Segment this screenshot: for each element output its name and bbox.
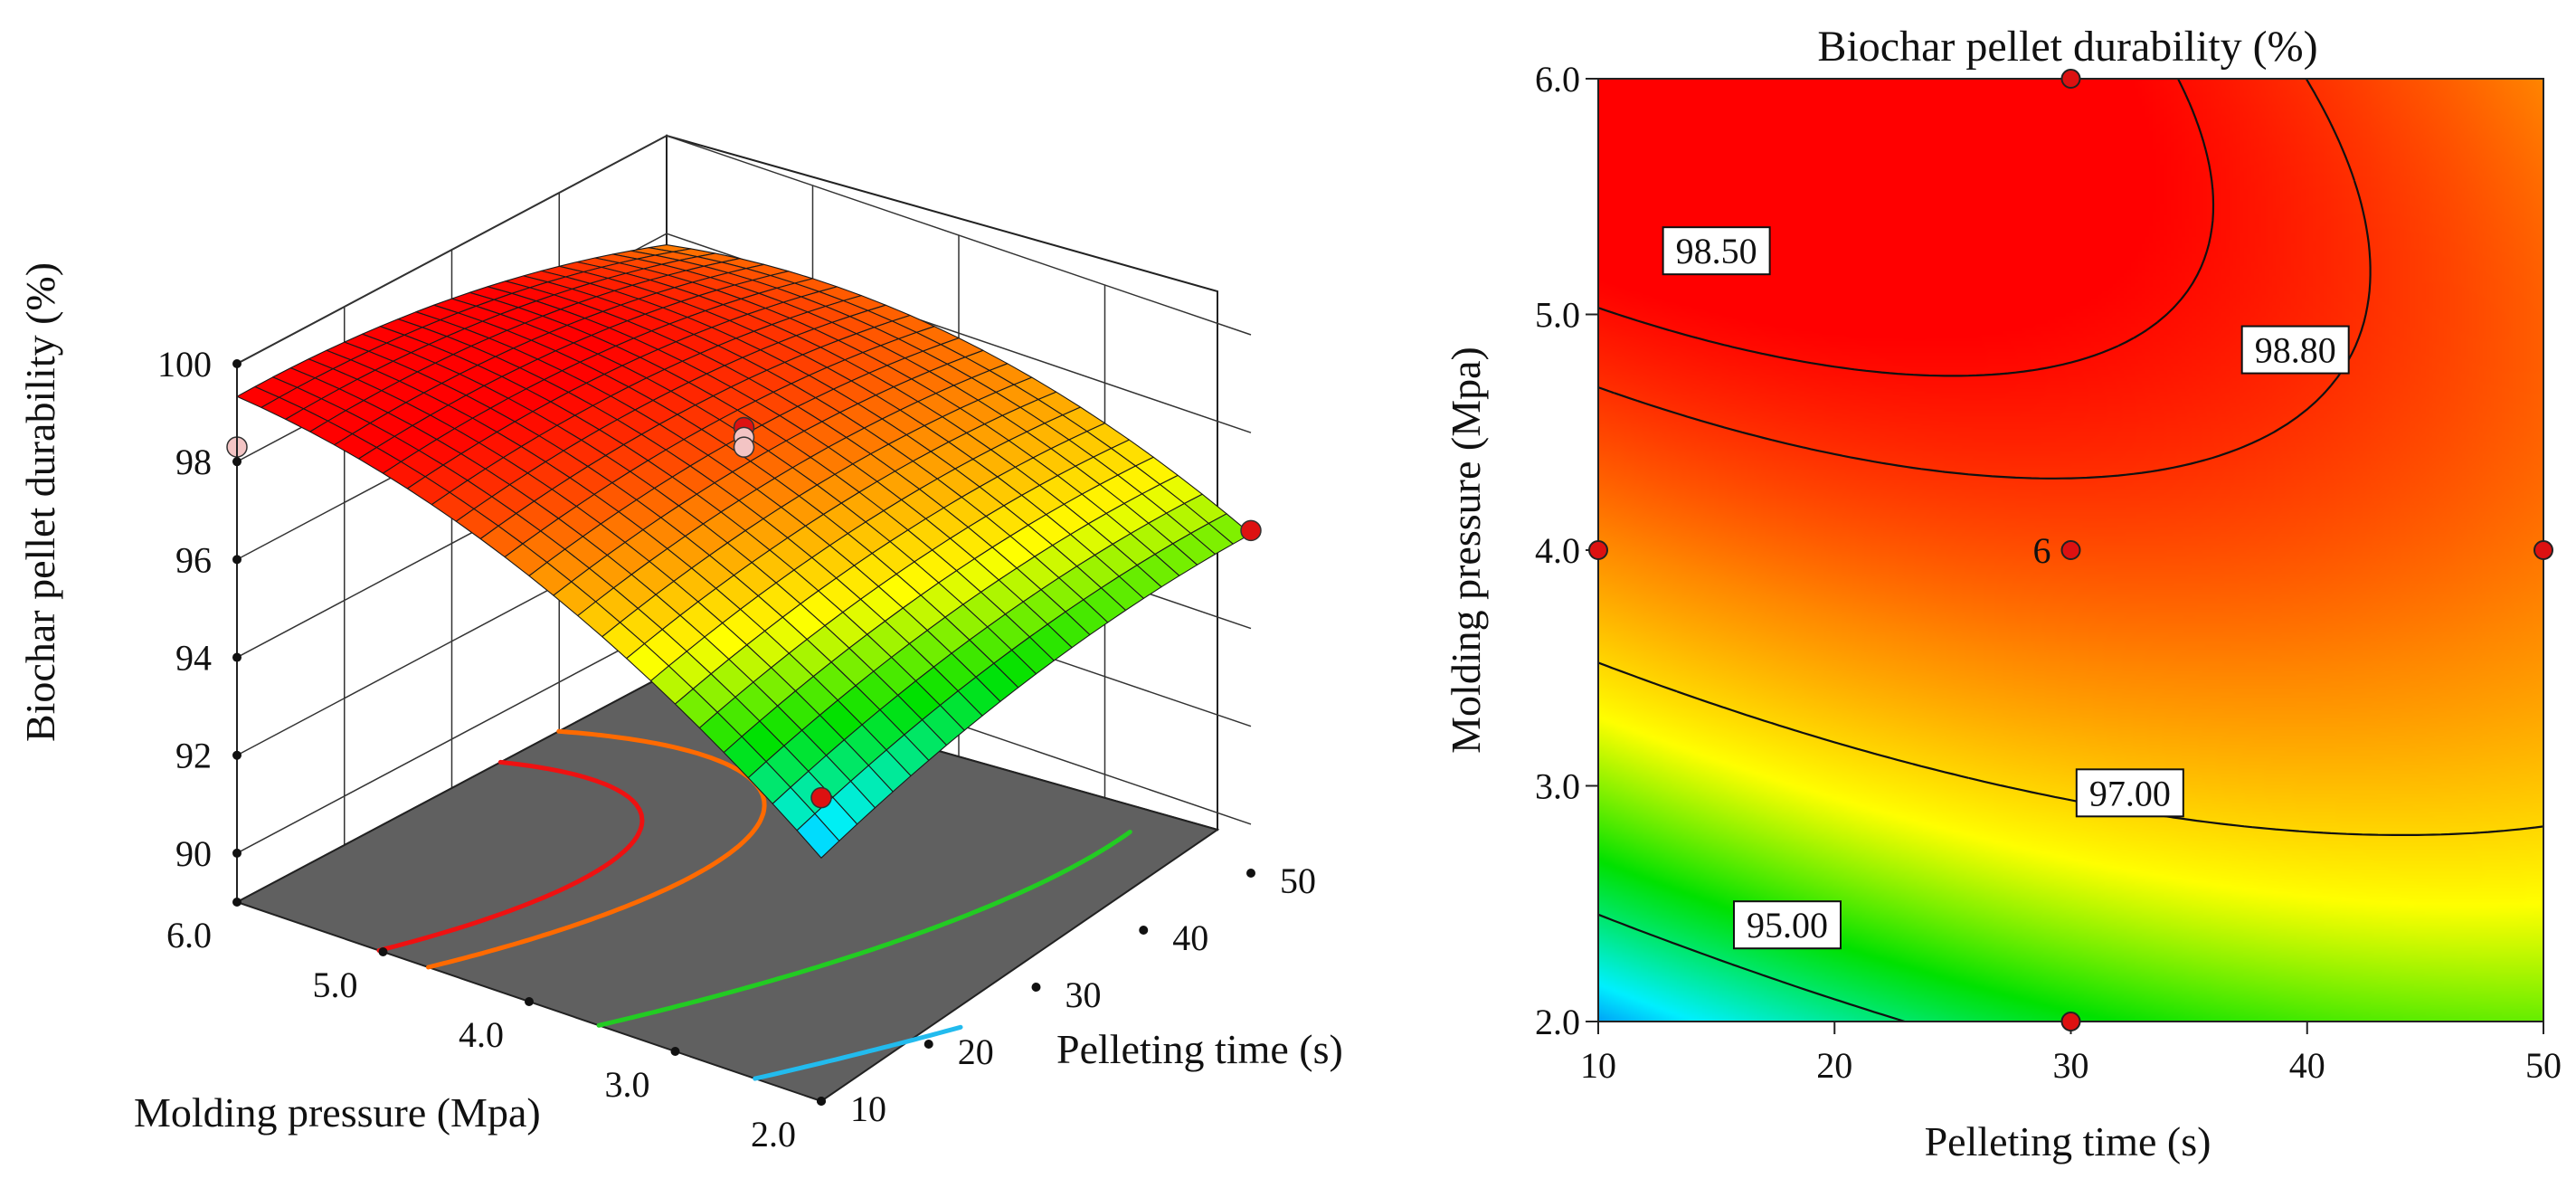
design-point xyxy=(810,786,832,809)
x-tick-label: 20 xyxy=(958,1031,994,1072)
contour-label-text: 98.50 xyxy=(1676,231,1757,271)
z-tick-label: 94 xyxy=(175,638,212,679)
z-tick-label: 98 xyxy=(175,442,212,482)
x-tick-label: 30 xyxy=(2053,1045,2089,1086)
contour-label-text: 98.80 xyxy=(2255,330,2336,371)
y-tick-label: 3.0 xyxy=(1535,766,1580,807)
contour-title: Biochar pellet durability (%) xyxy=(1817,23,2317,71)
x-tick-label: 50 xyxy=(2525,1045,2562,1086)
y-tick-label: 5.0 xyxy=(1535,295,1580,336)
y-tick-label: 3.0 xyxy=(605,1064,650,1105)
design-point xyxy=(2533,540,2553,560)
x-tick-mark xyxy=(923,1040,933,1049)
z-tick-label: 90 xyxy=(175,833,212,874)
surface-cell xyxy=(796,813,840,859)
x-tick-mark xyxy=(1031,983,1041,992)
y-tick-mark xyxy=(525,997,534,1006)
response-surface-mesh xyxy=(236,244,1252,859)
design-point xyxy=(1588,540,1608,560)
y-tick-label: 6.0 xyxy=(166,915,212,955)
floor-plane xyxy=(234,672,1220,1103)
y-tick-mark xyxy=(232,898,242,907)
design-point xyxy=(2060,1012,2081,1031)
design-point xyxy=(733,436,755,458)
surface-axes: 100 98 96 94 92 90 10 20 30 40 50 6.0 5.0 4.0 3.0 2.0 xyxy=(157,344,1316,1155)
contour-y-axis-label: Molding pressure (Mpa) xyxy=(1443,347,1489,754)
surface-floor xyxy=(234,672,1220,1103)
z-tick-mark xyxy=(232,652,242,662)
contour-line-98.80 xyxy=(1598,79,2215,377)
surface-y-axis-label: Molding pressure (Mpa) xyxy=(134,1089,541,1136)
contour-lines xyxy=(1598,79,2543,1022)
y-tick-label: 4.0 xyxy=(459,1014,504,1055)
floor-contour-95 xyxy=(753,1024,963,1081)
z-tick-mark xyxy=(232,555,242,565)
contour-label-box xyxy=(1662,226,1771,276)
contour-label-text: 95.00 xyxy=(1747,905,1828,946)
center-point-count: 6 xyxy=(2033,530,2051,571)
y-tick-label: 6.0 xyxy=(1535,59,1580,100)
contour-level-labels: 98.80 98.50 97.00 95.00 xyxy=(1662,226,2350,950)
contour-design-points: 6 xyxy=(1588,69,2553,1031)
y-tick-label: 2.0 xyxy=(1535,1002,1580,1042)
z-tick-mark xyxy=(232,848,242,858)
contour-label-text: 97.00 xyxy=(2089,773,2171,813)
z-tick-mark xyxy=(232,457,242,467)
z-tick-label: 96 xyxy=(175,539,212,580)
contour-label-box xyxy=(2240,325,2350,375)
contour-x-axis-label: Pelleting time (s) xyxy=(1925,1118,2211,1164)
x-tick-mark xyxy=(1139,926,1149,935)
contour-plot-panel: 10 20 30 40 50 6.0 5.0 4.0 3.0 2.0 98.80 98.50 97.0… xyxy=(1443,23,2562,1164)
z-tick-mark xyxy=(232,750,242,760)
y-tick-label: 4.0 xyxy=(1535,530,1580,571)
contour-line-95.00 xyxy=(1598,913,1906,1022)
surface-z-axis-label: Biochar pellet durability (%) xyxy=(17,262,63,742)
surface-plot-panel: 100 98 96 94 92 90 10 20 30 40 50 6.0 5.0 4.0 3.0 2.0 B… xyxy=(17,134,1343,1155)
y-tick-mark xyxy=(670,1047,680,1056)
z-tick-mark xyxy=(232,359,242,368)
floor-contour-97 xyxy=(596,830,1132,1028)
x-tick-label: 40 xyxy=(2289,1045,2325,1086)
x-tick-mark xyxy=(1246,869,1255,878)
y-tick-label: 2.0 xyxy=(751,1114,796,1155)
contour-label-box xyxy=(2075,768,2184,818)
x-tick-label: 20 xyxy=(1816,1045,1852,1086)
floor-contour-98-5 xyxy=(426,728,767,970)
z-tick-label: 92 xyxy=(175,736,212,776)
x-tick-label: 10 xyxy=(1580,1045,1616,1086)
surface-x-axis-label: Pelleting time (s) xyxy=(1056,1026,1343,1072)
x-tick-label: 40 xyxy=(1172,917,1208,958)
x-tick-label: 30 xyxy=(1065,974,1102,1015)
contour-label-box xyxy=(1733,900,1842,950)
y-tick-mark xyxy=(817,1097,826,1106)
design-point xyxy=(2060,69,2081,89)
design-point xyxy=(1240,519,1262,542)
wall-gridline xyxy=(236,135,1252,365)
surface-design-points xyxy=(226,416,1262,809)
y-tick-label: 5.0 xyxy=(313,965,358,1005)
x-tick-label: 10 xyxy=(850,1088,886,1129)
x-tick-label: 50 xyxy=(1280,860,1316,901)
design-point xyxy=(2060,540,2081,560)
y-tick-mark xyxy=(378,947,388,956)
contour-axis-ticks: 10 20 30 40 50 6.0 5.0 4.0 3.0 2.0 xyxy=(1535,59,2562,1086)
z-tick-label: 100 xyxy=(157,344,212,385)
